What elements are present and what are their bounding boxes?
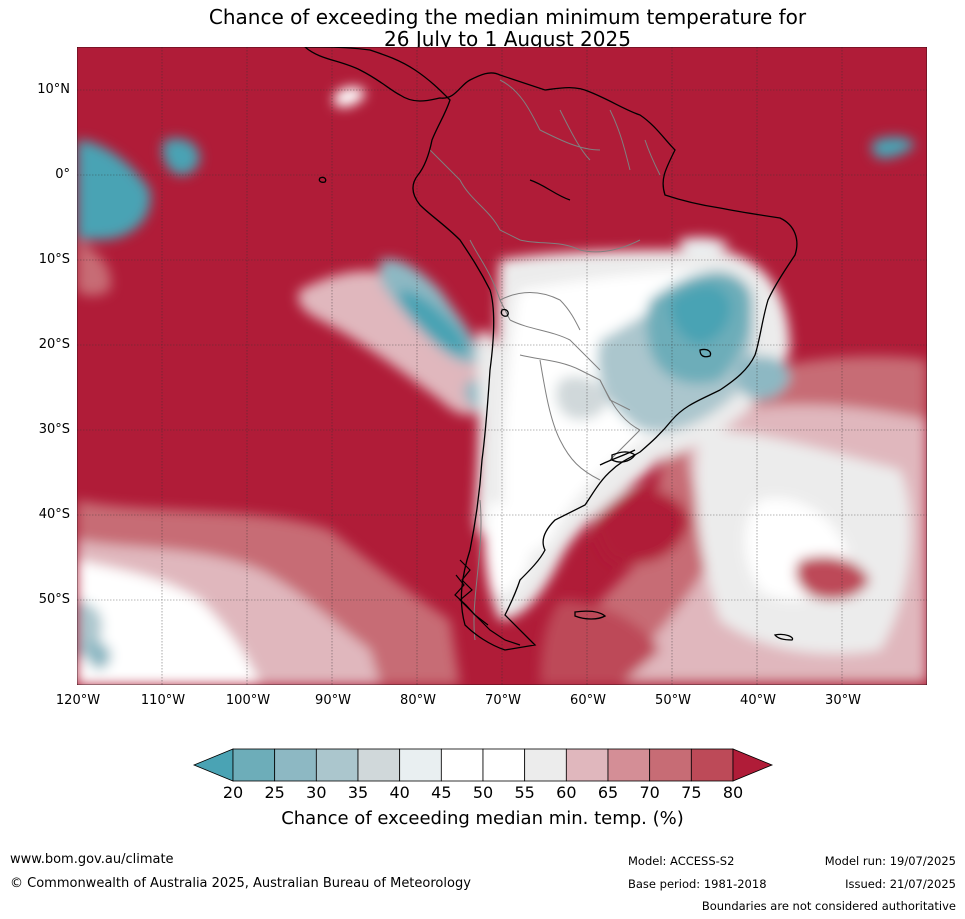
chart-title-line2: 26 July to 1 August 2025 (384, 27, 631, 51)
model-text: Model: ACCESS-S2 (628, 854, 735, 868)
disclaimer-text: Boundaries are not considered authoritat… (701, 899, 956, 913)
lon-label-30w: 30°W (825, 693, 861, 708)
lon-label-60w: 60°W (570, 693, 606, 708)
lat-label-10s: 10°S (38, 252, 70, 267)
coastline (304, 47, 798, 651)
colorbar-tick-label: 25 (264, 783, 285, 802)
lon-label-50w: 50°W (655, 693, 691, 708)
colorbar-tick-label: 65 (597, 783, 619, 802)
colorbar-cell (357, 748, 401, 782)
colorbar-cell (440, 748, 484, 782)
colorbar-cell (274, 748, 317, 782)
colorbar-tick-label: 40 (389, 783, 410, 802)
colorbar-cell (399, 748, 442, 782)
base-period-text: Base period: 1981-2018 (628, 877, 767, 891)
graticule (77, 47, 927, 685)
lat-label-30s: 30°S (38, 422, 70, 437)
colorbar-cell (690, 748, 734, 782)
lon-label-100w: 100°W (225, 693, 271, 708)
lon-label-70w: 70°W (485, 693, 521, 708)
issued-text: Issued: 21/07/2025 (845, 877, 956, 891)
lon-label-120w: 120°W (55, 693, 101, 708)
lat-label-10n: 10°N (37, 82, 70, 97)
colorbar-tick-label: 45 (431, 783, 452, 802)
copyright-text: © Commonwealth of Australia 2025, Austra… (10, 876, 471, 891)
patagonia-islands (454, 559, 521, 646)
colorbar-cell (315, 748, 359, 782)
lat-label-50s: 50°S (38, 592, 70, 607)
colorbar-tick-label: 35 (347, 783, 369, 802)
probability-field-south (77, 86, 927, 685)
lon-label-40w: 40°W (740, 693, 776, 708)
colorbar-tick-label: 20 (222, 783, 244, 802)
colorbar-cell (565, 748, 609, 782)
colorbar-tick-label: 80 (722, 783, 744, 802)
colorbar-tick-label: 60 (556, 783, 577, 802)
colorbar-tick-label: 75 (681, 783, 702, 802)
lat-label-20s: 20°S (38, 337, 70, 352)
lon-label-80w: 80°W (400, 693, 436, 708)
colorbar-tick-label: 30 (306, 783, 327, 802)
colorbar-extend-low (192, 748, 234, 782)
colorbar-cell (232, 748, 276, 782)
colorbar-cell (524, 748, 567, 782)
colorbar-cell (482, 748, 526, 782)
lon-label-110w: 110°W (140, 693, 186, 708)
colorbar-cell (649, 748, 692, 782)
colorbar-extend-high (732, 748, 774, 782)
chart-title-line1: Chance of exceeding the median minimum t… (208, 5, 807, 29)
colorbar-cell (607, 748, 651, 782)
model-run-text: Model run: 19/07/2025 (824, 854, 956, 868)
colorbar-tick-label: 70 (639, 783, 660, 802)
lat-label-0: 0° (55, 167, 70, 182)
website-link[interactable]: www.bom.gov.au/climate (10, 852, 174, 867)
colorbar-tick-label: 50 (472, 783, 494, 802)
colorbar-tick-label: 55 (514, 783, 535, 802)
lon-label-90w: 90°W (315, 693, 351, 708)
colorbar-label: Chance of exceeding median min. temp. (%… (281, 808, 684, 829)
lat-label-40s: 40°S (38, 507, 70, 522)
country-borders (429, 79, 661, 641)
